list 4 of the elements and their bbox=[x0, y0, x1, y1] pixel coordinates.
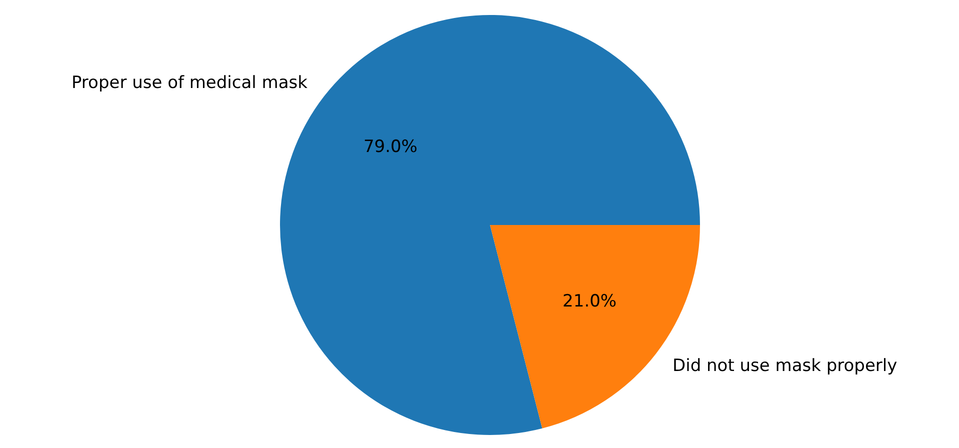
data-label: 79.0% bbox=[363, 137, 418, 158]
slice-label: Did not use mask properly bbox=[672, 356, 898, 376]
slice-label: Proper use of medical mask bbox=[71, 72, 308, 93]
data-label: 21.0% bbox=[562, 292, 617, 312]
